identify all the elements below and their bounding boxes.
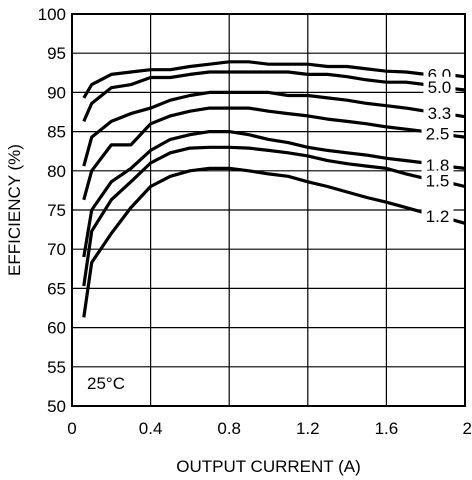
y-tick-label: 75 [47,201,66,220]
series-line-3.3 [82,90,466,167]
series-label-1.2: 1.2 [426,207,450,226]
y-tick-labels: 50 55 60 65 70 75 80 85 90 95 100 [38,5,66,416]
series-label-3.3: 3.3 [428,104,452,123]
x-tick-label: 1.6 [375,419,399,438]
x-tick-label: 0.4 [139,419,163,438]
series-label-bg [421,123,454,143]
x-tick-label: 0.8 [217,419,241,438]
series-label-1.5: 1.5 [426,172,450,191]
y-tick-label: 85 [47,123,66,142]
series-label-bg [423,76,456,96]
y-tick-label: 50 [47,397,66,416]
series-labels: 6.05.03.32.51.81.51.2 [421,64,456,226]
x-tick-label: 2 [463,419,472,438]
y-tick-label: 90 [47,83,66,102]
x-tick-label: 0 [67,419,76,438]
x-axis-title: OUTPUT CURRENT (A) [176,457,361,476]
x-tick-label: 1.2 [296,419,320,438]
series-label-bg [421,205,454,225]
y-tick-label: 70 [47,240,66,259]
series-line-6.0 [82,60,466,99]
series-label-2.5: 2.5 [426,124,450,143]
series-line-2.5 [82,106,466,201]
y-tick-label: 95 [47,44,66,63]
series-line-1.2 [82,166,466,318]
y-tick-label: 65 [47,279,66,298]
y-tick-label: 60 [47,319,66,338]
series-lines [82,60,466,318]
temperature-annotation: 25°C [87,374,125,393]
y-axis-title: EFFICIENCY (%) [5,144,24,276]
series-label-bg [421,170,454,190]
plot-frame [71,13,466,407]
series-line-1.8 [82,130,466,258]
x-tick-labels: 0 0.4 0.8 1.2 1.6 2 [67,419,472,438]
series-label-bg [423,102,456,122]
series-label-5.0: 5.0 [428,78,452,97]
y-tick-label: 100 [38,5,66,24]
series-label-bg [421,154,454,174]
series-line-5.0 [82,70,466,123]
y-tick-label: 80 [47,162,66,181]
y-tick-label: 55 [47,358,66,377]
series-line-1.5 [82,145,466,287]
series-label-1.8: 1.8 [426,156,450,175]
